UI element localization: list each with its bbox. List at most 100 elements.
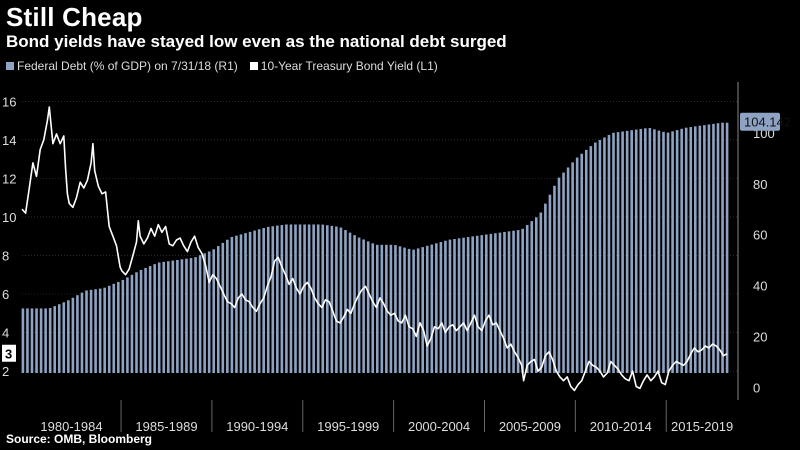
- debt-bar: [89, 289, 93, 373]
- x-tick-label: 1985-1989: [135, 419, 197, 434]
- debt-bar: [189, 258, 193, 373]
- debt-bar: [221, 242, 225, 373]
- right-tick-label: 80: [753, 177, 767, 192]
- debt-bar: [380, 244, 384, 373]
- debt-bar: [557, 177, 561, 373]
- debt-bar: [598, 140, 602, 373]
- debt-bar: [194, 257, 197, 373]
- debt-bar: [26, 308, 29, 373]
- debt-bar: [621, 131, 624, 373]
- left-tick-label: 4: [2, 326, 9, 341]
- debt-last-value-box: [740, 112, 780, 131]
- debt-bar: [562, 172, 565, 373]
- debt-bar: [416, 248, 420, 373]
- debt-bar: [67, 300, 70, 373]
- debt-bar: [339, 227, 343, 373]
- debt-bar: [216, 246, 220, 373]
- debt-bar: [316, 224, 320, 373]
- debt-bar: [721, 122, 724, 373]
- right-tick-label: 60: [753, 228, 767, 243]
- debt-bar: [584, 149, 588, 373]
- debt-bar: [457, 238, 461, 373]
- debt-bar: [425, 245, 429, 373]
- debt-bar: [375, 244, 379, 373]
- left-tick-label: 2: [2, 364, 9, 379]
- debt-bar: [198, 255, 202, 373]
- x-tick-label: 2005-2009: [499, 419, 561, 434]
- debt-bar: [625, 130, 629, 373]
- debt-bar: [276, 225, 279, 373]
- debt-bar: [639, 128, 643, 373]
- debt-bar: [44, 308, 47, 373]
- debt-bar: [80, 292, 84, 373]
- x-tick-label: 2010-2014: [590, 419, 652, 434]
- debt-bar: [53, 306, 57, 373]
- debt-bar: [335, 226, 338, 373]
- left-tick-label: 8: [2, 248, 9, 263]
- right-tick-label: 40: [753, 279, 767, 294]
- debt-bar: [503, 231, 506, 373]
- debt-bar: [662, 131, 665, 373]
- debt-bar: [21, 308, 25, 373]
- debt-bar: [648, 128, 652, 373]
- debt-bar: [307, 224, 311, 373]
- debt-bar: [725, 122, 729, 373]
- debt-bar: [475, 235, 479, 373]
- debt-bar: [471, 236, 474, 373]
- debt-bar: [439, 242, 443, 373]
- debt-bar: [139, 269, 143, 373]
- debt-bar: [98, 288, 102, 373]
- legend-label-yield: 10-Year Treasury Bond Yield (L1): [260, 59, 438, 73]
- debt-bar: [539, 212, 543, 373]
- debt-bar: [203, 253, 206, 373]
- debt-bar: [85, 290, 88, 373]
- debt-bar: [126, 277, 129, 373]
- left-tick-label: 16: [2, 94, 16, 109]
- debt-bar: [666, 132, 670, 373]
- debt-bar: [39, 308, 43, 373]
- debt-bar: [330, 225, 334, 373]
- debt-bar: [462, 237, 465, 373]
- debt-bar: [144, 267, 147, 373]
- debt-bar: [107, 285, 111, 373]
- debt-bar: [553, 185, 556, 373]
- debt-bar: [303, 224, 306, 373]
- debt-bar: [244, 233, 247, 373]
- debt-bar: [271, 226, 275, 373]
- debt-bar: [566, 167, 570, 373]
- left-tick-label: 10: [2, 210, 16, 225]
- debt-bar: [485, 234, 488, 373]
- debt-bar: [644, 128, 647, 373]
- right-tick-label: 20: [753, 329, 767, 344]
- debt-bar: [421, 247, 425, 373]
- debt-bar: [257, 229, 261, 373]
- debt-bar: [362, 239, 365, 373]
- debt-bar: [594, 142, 597, 373]
- debt-bar: [312, 224, 315, 373]
- debt-bar: [680, 128, 683, 373]
- debt-bar: [371, 243, 375, 373]
- debt-bar: [71, 297, 75, 373]
- debt-bar: [448, 239, 452, 373]
- legend-swatch-yield: [249, 62, 258, 70]
- debt-bar: [366, 241, 370, 373]
- debt-bar: [357, 237, 361, 373]
- debt-bar: [344, 230, 347, 373]
- debt-bar: [348, 232, 352, 373]
- debt-bar: [30, 308, 34, 373]
- debt-bar: [444, 240, 447, 373]
- yield-last-value: 3: [5, 347, 12, 362]
- debt-bar: [580, 153, 584, 373]
- debt-bar: [589, 146, 593, 373]
- x-tick-label: 1980-1984: [40, 419, 102, 434]
- legend-label-debt: Federal Debt (% of GDP) on 7/31/18 (R1): [17, 59, 238, 73]
- debt-bar: [603, 137, 606, 373]
- debt-bar: [489, 233, 493, 373]
- debt-bar: [544, 203, 547, 373]
- debt-bar: [530, 221, 534, 373]
- debt-bar: [148, 266, 152, 373]
- debt-bar: [153, 264, 156, 373]
- debt-bar: [703, 125, 706, 374]
- debt-bar: [185, 258, 188, 373]
- debt-bar: [698, 125, 702, 373]
